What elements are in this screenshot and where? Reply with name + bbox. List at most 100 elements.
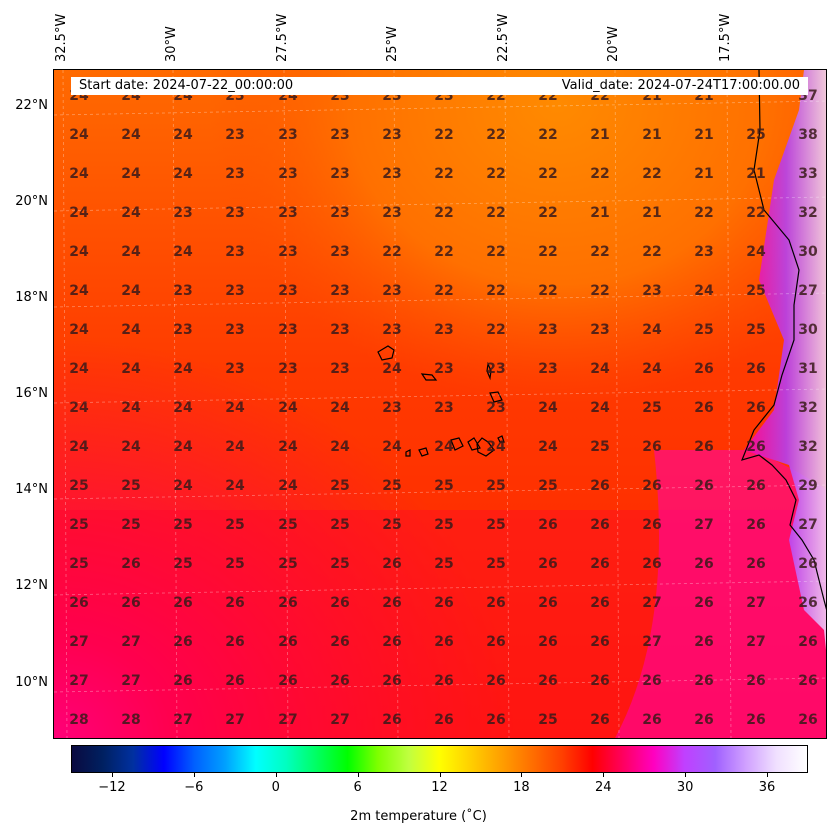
temperature-value: 24 xyxy=(538,400,558,416)
start-date-label: Start date: 2024-07-22_00:00:00 xyxy=(79,78,294,93)
temperature-value: 24 xyxy=(69,400,89,416)
temperature-value: 23 xyxy=(278,127,297,143)
colorbar-tick xyxy=(357,773,359,777)
temperature-value: 26 xyxy=(746,673,765,689)
temperature-value: 25 xyxy=(746,283,765,299)
temperature-value: 23 xyxy=(330,322,349,338)
temperature-value: 26 xyxy=(798,556,817,572)
temperature-value: 26 xyxy=(382,556,401,572)
temperature-value: 23 xyxy=(278,205,297,221)
temperature-value: 24 xyxy=(69,127,89,143)
temperature-value: 23 xyxy=(382,283,401,299)
longitude-label: 22.5°W xyxy=(496,13,511,62)
latitude-label: 20°N xyxy=(15,194,48,209)
temperature-value: 24 xyxy=(121,127,141,143)
temperature-value: 24 xyxy=(590,361,610,377)
temperature-value: 23 xyxy=(278,283,297,299)
temperature-value: 33 xyxy=(798,166,817,182)
temperature-value: 22 xyxy=(486,322,505,338)
temperature-value: 27 xyxy=(642,595,661,611)
temperature-value: 27 xyxy=(694,517,713,533)
cape-verde-island-6 xyxy=(467,437,481,451)
colorbar-tick xyxy=(767,773,769,777)
cape-verde-island-2 xyxy=(420,373,438,381)
temperature-value: 26 xyxy=(642,478,661,494)
colorbar-tick xyxy=(111,773,113,777)
temperature-value: 22 xyxy=(486,127,505,143)
temperature-value: 27 xyxy=(121,673,140,689)
longitude-label: 17.5°W xyxy=(718,13,733,62)
temperature-value: 25 xyxy=(173,517,192,533)
temperature-value: 23 xyxy=(225,127,244,143)
temperature-value: 26 xyxy=(173,595,192,611)
temperature-value: 23 xyxy=(330,361,349,377)
temperature-value: 22 xyxy=(486,244,505,260)
temperature-value: 26 xyxy=(746,400,765,416)
temperature-value: 23 xyxy=(225,283,244,299)
valid-date-label: Valid_date: 2024-07-24T17:00:00.00 xyxy=(561,78,800,93)
temperature-value: 23 xyxy=(330,283,349,299)
temperature-value: 26 xyxy=(330,673,349,689)
temperature-value: 23 xyxy=(225,361,244,377)
temperature-value: 26 xyxy=(434,634,453,650)
temperature-value: 26 xyxy=(798,595,817,611)
temperature-value: 22 xyxy=(434,127,453,143)
temperature-value: 26 xyxy=(382,673,401,689)
temperature-value: 26 xyxy=(694,634,713,650)
temperature-value: 26 xyxy=(434,712,453,728)
temperature-value: 26 xyxy=(538,556,557,572)
temperature-value: 26 xyxy=(382,595,401,611)
longitude-label: 32.5°W xyxy=(54,13,69,62)
temperature-value: 26 xyxy=(746,478,765,494)
temperature-value: 27 xyxy=(121,634,140,650)
temperature-value: 26 xyxy=(434,595,453,611)
temperature-value: 24 xyxy=(278,400,298,416)
temperature-value: 25 xyxy=(225,556,244,572)
temperature-value: 24 xyxy=(278,478,298,494)
temperature-value: 24 xyxy=(225,400,245,416)
cape-verde-island-10 xyxy=(497,435,505,443)
temperature-value: 22 xyxy=(434,166,453,182)
temperature-value: 26 xyxy=(538,595,557,611)
latitude-label: 18°N xyxy=(15,290,48,305)
colorbar-tick xyxy=(439,773,441,777)
temperature-value: 22 xyxy=(538,283,557,299)
temperature-value: 26 xyxy=(538,517,557,533)
temperature-value: 27 xyxy=(330,712,349,728)
temperature-value: 30 xyxy=(798,322,818,338)
southeast-warm-coastal-zone xyxy=(615,450,826,738)
temperature-value: 26 xyxy=(225,634,244,650)
temperature-value: 21 xyxy=(590,205,609,221)
temperature-value: 23 xyxy=(538,361,557,377)
temperature-value: 23 xyxy=(694,244,713,260)
colorbar-tick-label: 36 xyxy=(758,780,776,795)
temperature-value: 23 xyxy=(486,400,505,416)
temperature-value: 25 xyxy=(121,478,140,494)
temperature-value: 25 xyxy=(225,517,244,533)
africa-land-hot xyxy=(744,70,826,650)
temperature-value: 23 xyxy=(173,283,192,299)
temperature-value: 26 xyxy=(590,673,609,689)
colorbar-tick xyxy=(193,773,195,777)
temperature-value: 26 xyxy=(746,361,765,377)
temperature-value: 26 xyxy=(382,634,401,650)
temperature-value: 26 xyxy=(590,634,609,650)
latitude-label: 12°N xyxy=(15,578,48,593)
temperature-value: 23 xyxy=(590,322,609,338)
temperature-value: 26 xyxy=(538,634,557,650)
temperature-value: 24 xyxy=(642,322,662,338)
temperature-value: 24 xyxy=(642,361,662,377)
temperature-value: 23 xyxy=(278,244,297,260)
temperature-value: 24 xyxy=(121,283,141,299)
temperature-value: 28 xyxy=(121,712,140,728)
colorbar-tick-label: 12 xyxy=(431,780,448,795)
temperature-value: 23 xyxy=(225,205,244,221)
temperature-value: 26 xyxy=(798,673,817,689)
latitude-label: 16°N xyxy=(15,386,48,401)
temperature-value: 21 xyxy=(642,205,661,221)
temperature-value: 27 xyxy=(225,712,244,728)
temperature-value: 23 xyxy=(538,322,557,338)
temperature-value: 26 xyxy=(382,712,401,728)
temperature-value: 23 xyxy=(382,322,401,338)
temperature-value: 23 xyxy=(278,322,297,338)
